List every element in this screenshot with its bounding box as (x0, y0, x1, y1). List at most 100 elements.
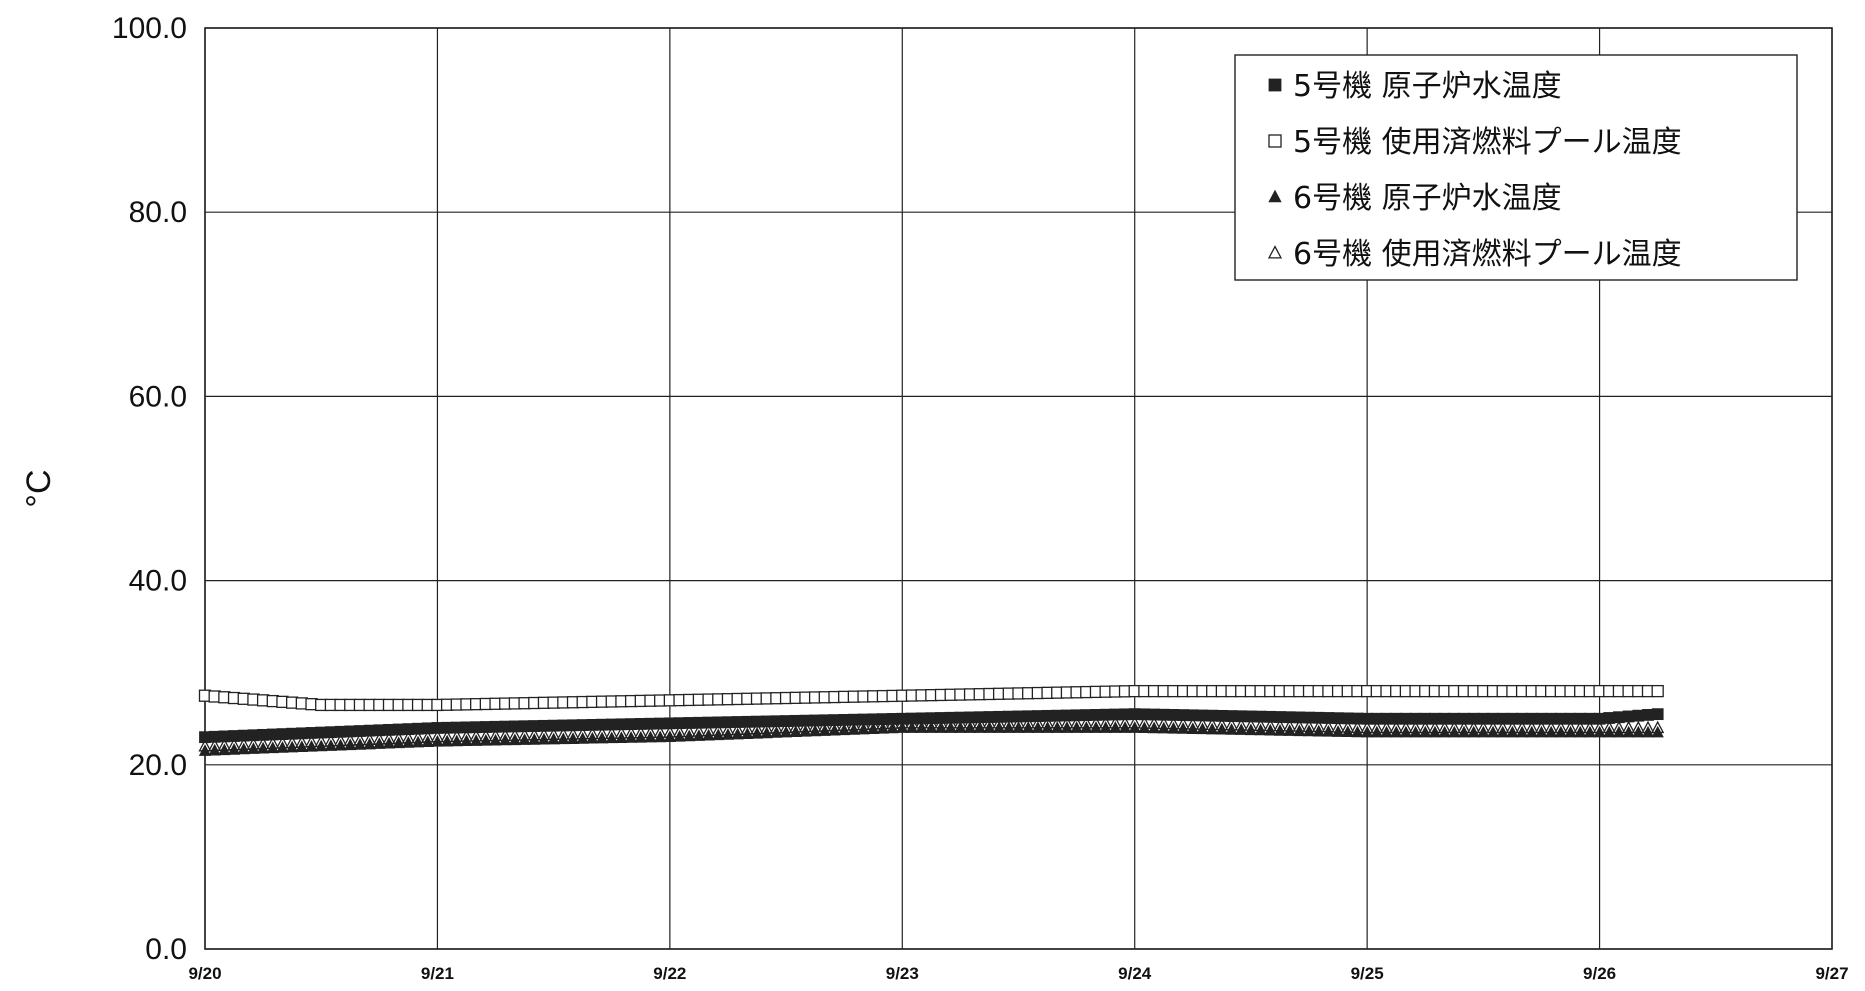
data-point (1419, 725, 1432, 738)
data-point (256, 741, 270, 754)
data-point (460, 734, 473, 747)
data-point (1428, 725, 1442, 738)
data-point (1651, 684, 1664, 698)
data-point (605, 731, 618, 744)
data-point (1360, 725, 1374, 738)
data-point (1254, 723, 1267, 736)
data-point (295, 740, 309, 753)
data-point (440, 734, 454, 747)
data-point (1244, 723, 1258, 736)
y-axis-label: °C (20, 469, 58, 507)
data-point (741, 727, 754, 739)
data-point (1138, 721, 1151, 734)
data-point (799, 725, 812, 737)
data-point (1215, 722, 1229, 735)
data-point (934, 721, 948, 733)
data-point (838, 723, 851, 736)
data-point (1467, 725, 1480, 738)
series-3 (198, 721, 1664, 756)
data-point (944, 721, 957, 733)
data-point (344, 738, 357, 751)
data-point (1448, 725, 1461, 738)
grid (204, 27, 1833, 950)
data-point (1651, 708, 1664, 721)
data-point (702, 728, 715, 741)
data-point (1574, 725, 1587, 738)
data-point (266, 741, 279, 754)
data-point (1486, 725, 1500, 738)
y-tick-label: 100.0 (112, 12, 187, 45)
data-point (518, 733, 531, 745)
data-point (992, 721, 1006, 733)
data-point (1399, 725, 1413, 738)
legend-item: 5号機 使用済燃料プール温度 (1268, 125, 1682, 160)
data-point (1438, 725, 1451, 738)
data-point (1147, 721, 1161, 734)
data-point (1477, 725, 1490, 738)
legend-label: 5号機 原子炉水温度 (1293, 69, 1562, 104)
data-point (1022, 721, 1035, 733)
data-point (1544, 725, 1558, 738)
data-point (905, 721, 919, 733)
data-point (576, 732, 589, 744)
legend-box (1234, 54, 1798, 281)
x-tick-label: 9/22 (653, 964, 686, 983)
data-point (867, 722, 880, 734)
legend-label: 6号機 原子炉水温度 (1293, 181, 1562, 216)
data-point (1641, 725, 1655, 738)
data-point (1612, 725, 1626, 738)
data-point (1206, 722, 1219, 735)
data-point (218, 743, 231, 756)
data-point (1331, 725, 1345, 737)
data-point (1525, 725, 1538, 738)
data-point (373, 737, 386, 749)
data-point (431, 734, 444, 747)
data-point (615, 731, 628, 743)
data-point (499, 733, 512, 746)
data-point (1312, 724, 1325, 737)
y-tick-label: 0.0 (145, 933, 187, 966)
legend-label: 5号機 使用済燃料プール温度 (1293, 125, 1682, 160)
data-point (1535, 725, 1548, 738)
data-point (1380, 725, 1393, 738)
data-point (818, 724, 831, 736)
data-point (450, 734, 463, 747)
data-point (479, 734, 493, 746)
data-point (1554, 725, 1567, 738)
data-point (411, 735, 425, 748)
data-point (1176, 722, 1190, 734)
data-point (363, 737, 376, 750)
data-point (876, 721, 890, 734)
y-axis-ticks: 0.0 20.0 40.0 60.0 80.0 100.0 (112, 12, 187, 966)
data-point (1273, 724, 1287, 736)
data-point (470, 734, 483, 746)
legend: 5号機 原子炉水温度 5号機 使用済燃料プール温度 6号機 原子炉水温度 6号機 使用… (1234, 54, 1798, 281)
x-tick-label: 9/24 (1118, 964, 1152, 983)
data-point (1080, 721, 1093, 733)
series-2 (198, 684, 1664, 712)
data-point (315, 739, 328, 752)
data-point (1196, 722, 1209, 735)
data-point (1603, 725, 1616, 738)
data-point (644, 730, 657, 743)
data-point (595, 731, 609, 744)
data-point (1186, 722, 1199, 734)
data-point (1496, 725, 1509, 738)
data-point (886, 721, 899, 734)
data-point (1409, 725, 1422, 738)
data-point (1051, 721, 1064, 733)
data-point (208, 743, 221, 756)
data-point (1351, 725, 1364, 738)
data-point (1041, 721, 1054, 733)
data-point (1632, 725, 1645, 738)
legend-marker (1268, 78, 1282, 92)
y-tick-label: 80.0 (129, 196, 187, 229)
data-point (779, 725, 793, 738)
data-point (828, 723, 841, 736)
data-point (1341, 725, 1354, 738)
y-tick-label: 60.0 (129, 380, 187, 413)
data-point (1390, 725, 1403, 738)
data-point (896, 721, 909, 733)
data-point (276, 741, 289, 753)
